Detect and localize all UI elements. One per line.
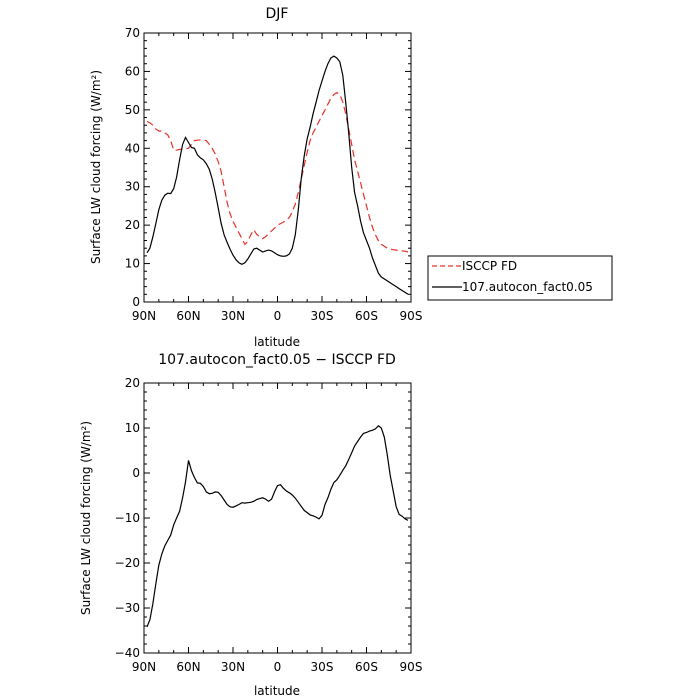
plot-area: 90N 60N 30N 0 30S 60S 90S 0 10 20 30 40 50 60 70 (125, 26, 423, 323)
x-tick-label: 60S (355, 660, 378, 674)
plot-frame (143, 382, 412, 654)
plot-frame (143, 32, 412, 303)
y-tick-label: 10 (125, 421, 140, 435)
x-tick-label: 60N (176, 309, 200, 323)
panel-top: DJF 90N 60N 30N 0 30S 60S 90S 0 10 20 30 40 50 60 70 l… (89, 6, 422, 349)
y-axis-label: Surface LW cloud forcing (W/m²) (89, 70, 103, 264)
series-line-0 (146, 425, 409, 628)
y-tick-label: −20 (115, 556, 140, 570)
y-tick-label: 70 (125, 26, 140, 40)
y-tick-label: 20 (125, 218, 140, 232)
y-tick-label: 20 (125, 376, 140, 390)
x-tick-label: 60N (176, 660, 200, 674)
panel-bottom: 107.autocon_fact0.05 − ISCCP FD 90N 60N 30… (79, 352, 422, 698)
x-tick-label: 60S (355, 309, 378, 323)
y-tick-label: −30 (115, 601, 140, 615)
legend-label-model: 107.autocon_fact0.05 (462, 280, 593, 294)
y-tick-label: 40 (125, 141, 140, 155)
series-line-1 (146, 55, 409, 295)
y-tick-label: 0 (132, 295, 140, 309)
y-tick-label: 0 (132, 466, 140, 480)
y-tick-label: 60 (125, 64, 140, 78)
y-tick-label: −10 (115, 511, 140, 525)
y-tick-label: 10 (125, 257, 140, 271)
x-axis-label: latitude (254, 335, 300, 349)
legend: ISCCP FD 107.autocon_fact0.05 (427, 255, 613, 301)
x-axis-label: latitude (254, 684, 300, 698)
y-axis-label: Surface LW cloud forcing (W/m²) (79, 421, 93, 615)
x-tick-label: 30N (221, 309, 245, 323)
x-tick-label: 90N (132, 309, 156, 323)
x-tick-label: 30S (311, 660, 334, 674)
x-tick-label: 0 (274, 309, 282, 323)
y-tick-label: 50 (125, 103, 140, 117)
x-tick-label: 90S (400, 660, 423, 674)
x-tick-label: 30N (221, 660, 245, 674)
x-tick-label: 90N (132, 660, 156, 674)
plot-area: 90N 60N 30N 0 30S 60S 90S −40 −30 −20 −10 0 10 20 (115, 376, 423, 674)
chart-title: DJF (266, 6, 289, 22)
x-tick-label: 90S (400, 309, 423, 323)
x-tick-label: 30S (311, 309, 334, 323)
y-tick-label: 30 (125, 180, 140, 194)
legend-label-isccp: ISCCP FD (462, 259, 517, 273)
y-tick-label: −40 (115, 646, 140, 660)
x-tick-label: 0 (274, 660, 282, 674)
series-line-0 (146, 91, 409, 253)
legend-box (427, 255, 613, 301)
chart-title: 107.autocon_fact0.05 − ISCCP FD (158, 352, 396, 368)
